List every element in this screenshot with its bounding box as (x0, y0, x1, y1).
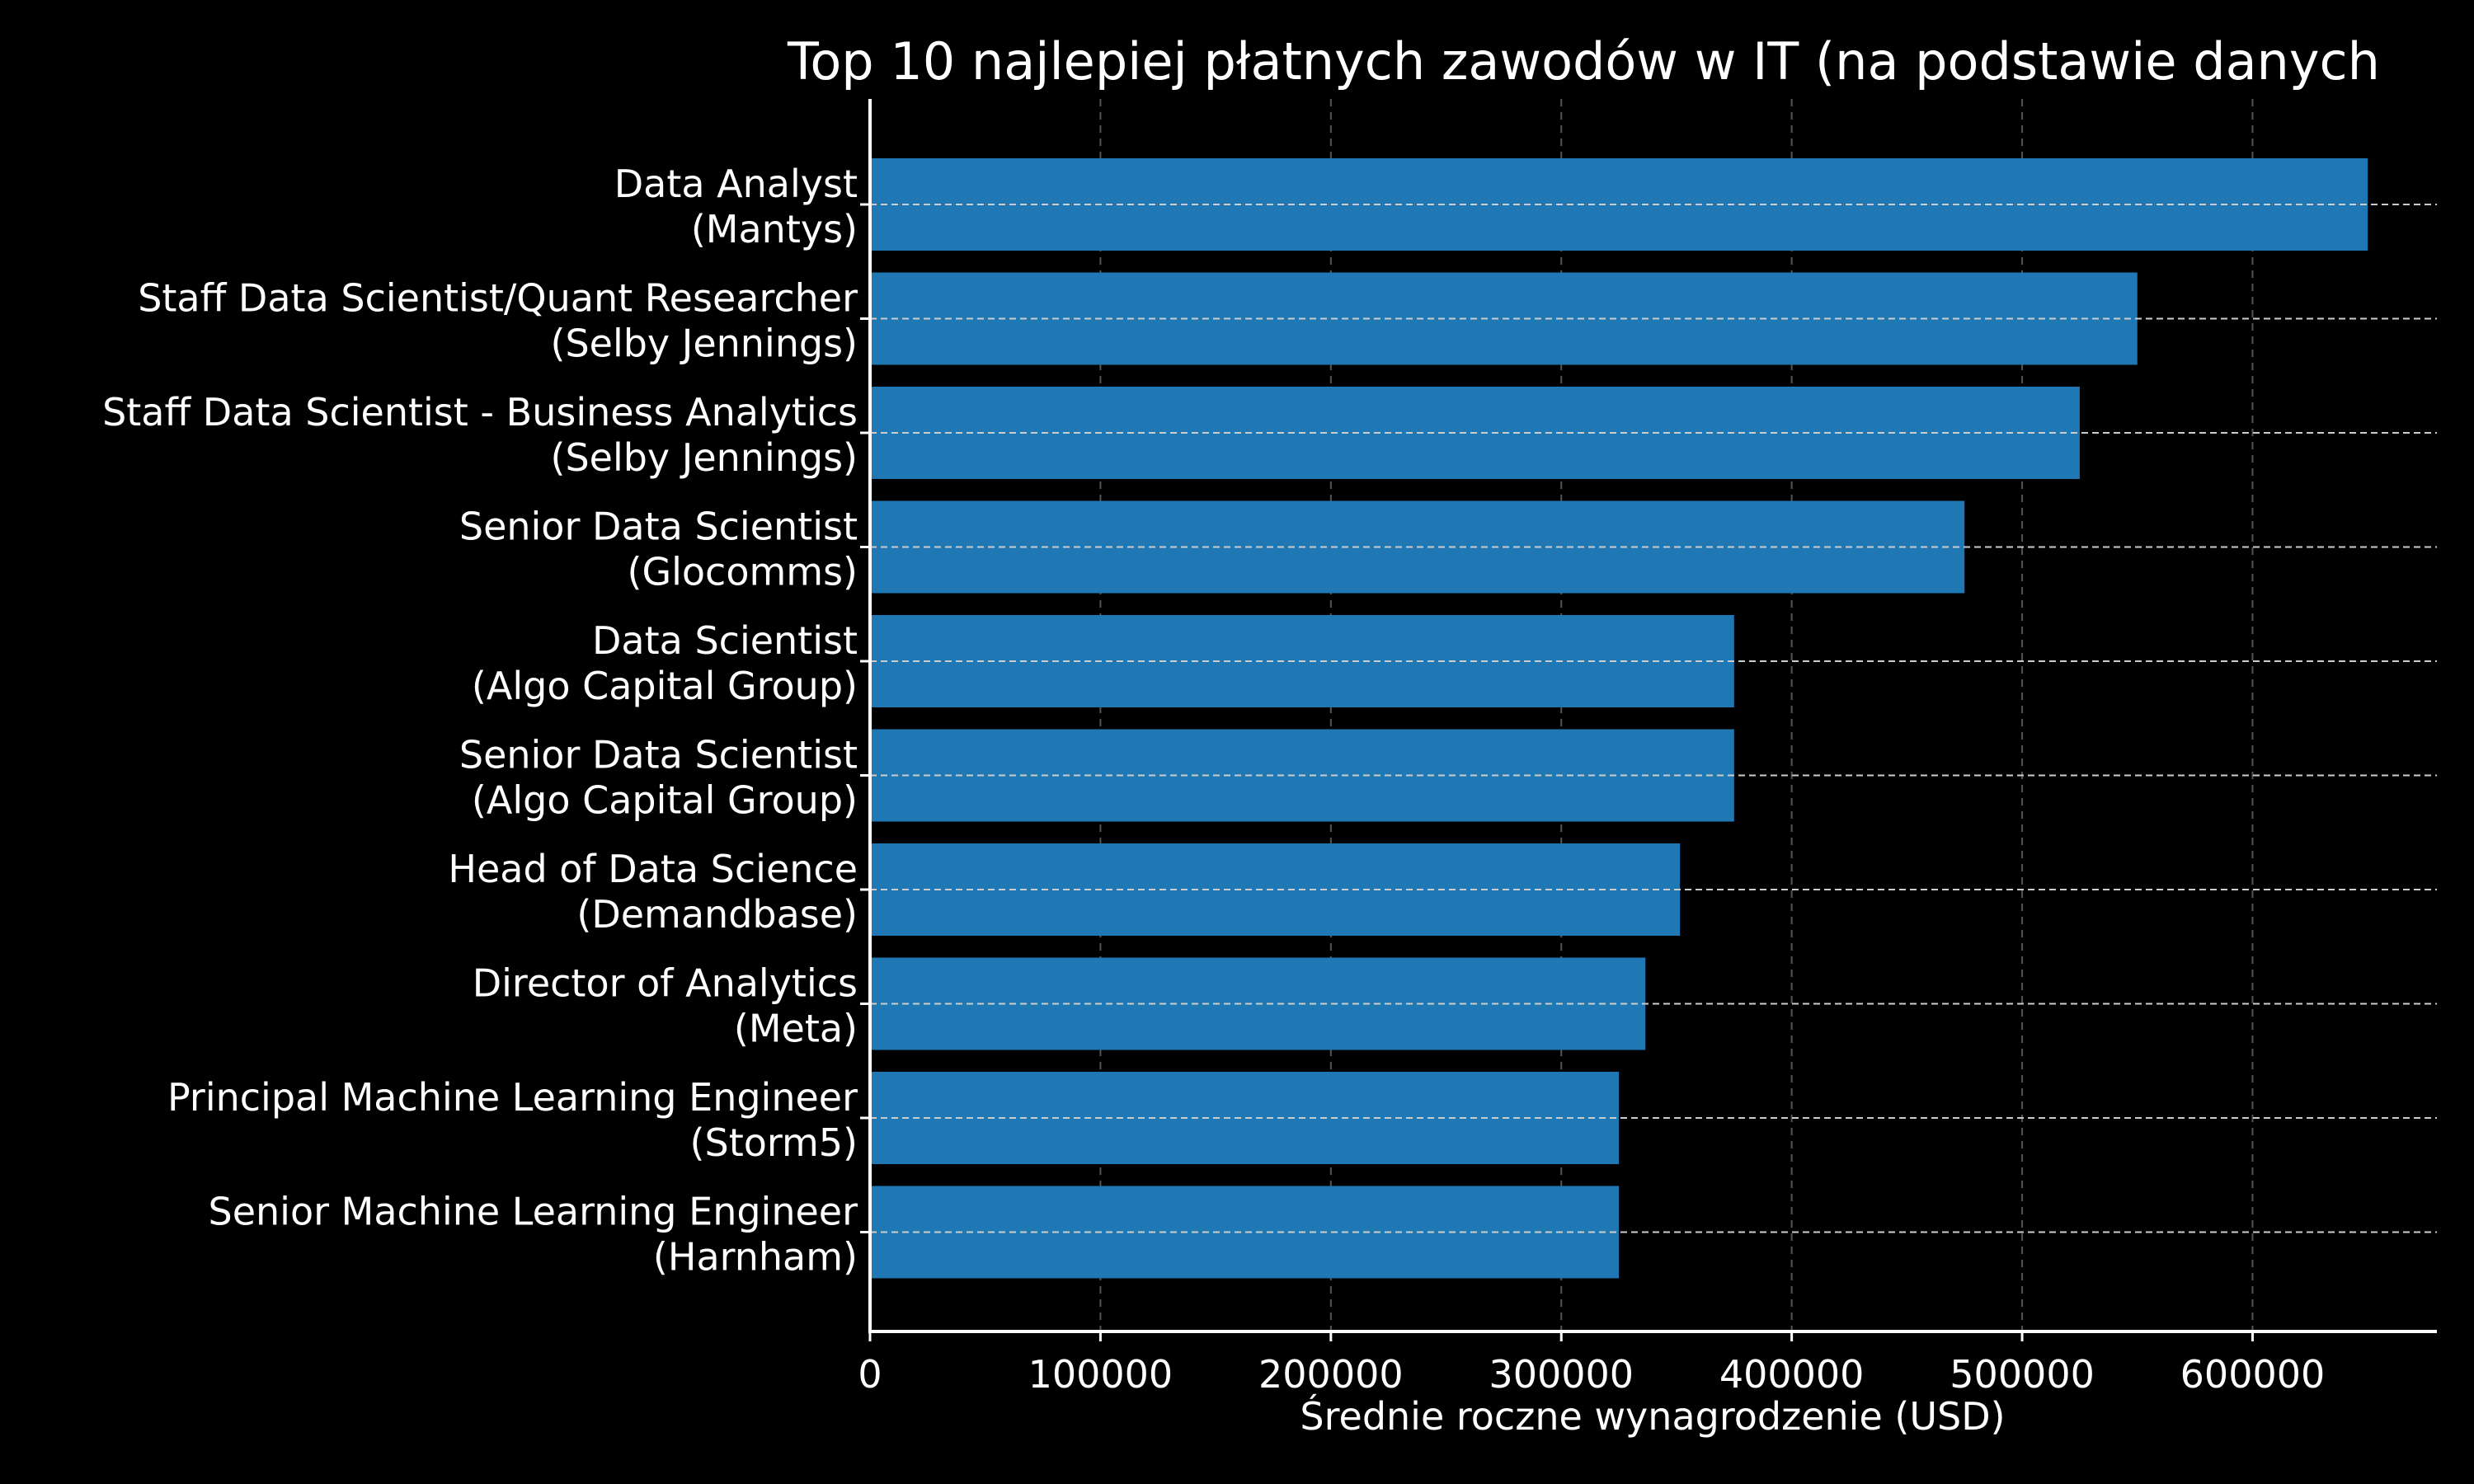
x-tick-label: 200000 (1258, 1352, 1404, 1397)
y-tick-label: Principal Machine Learning Engineer (Stor… (167, 1075, 858, 1165)
y-ticks-layer: Data Analyst (Mantys) Staff Data Scientist… (102, 162, 870, 1280)
bars-layer (870, 158, 2368, 1279)
axes-layer (868, 99, 2437, 1333)
y-tick-label: Data Analyst (Mantys) (614, 162, 858, 251)
y-tick-label: Staff Data Scientist - Business Analytic… (102, 390, 858, 480)
row-grid-layer (870, 204, 2437, 1233)
x-ticks-layer: 0 100000 200000 300000 400000 500000 600000 (858, 1331, 2325, 1397)
x-axis-label: Średnie roczne wynagrodzenie (USD) (1300, 1394, 2006, 1439)
y-tick-label: Head of Data Science (Demandbase) (448, 847, 858, 937)
x-tick-label: 0 (858, 1352, 882, 1397)
y-tick-label: Director of Analytics (Meta) (473, 961, 858, 1051)
x-tick-label: 500000 (1950, 1352, 2095, 1397)
y-tick-label: Senior Data Scientist (Glocomms) (459, 505, 858, 594)
y-tick-label: Staff Data Scientist/Quant Researcher (Se… (138, 276, 858, 366)
x-tick-label: 600000 (2180, 1352, 2326, 1397)
x-tick-label: 300000 (1489, 1352, 1634, 1397)
y-tick-label: Data Scientist (Algo Capital Group) (472, 618, 858, 708)
y-tick-label: Senior Data Scientist (Algo Capital Group… (459, 733, 858, 823)
bar (870, 158, 2368, 251)
x-tick-label: 100000 (1028, 1352, 1174, 1397)
y-tick-label: Senior Machine Learning Engineer (Harnham… (209, 1190, 858, 1280)
chart-title: Top 10 najlepiej płatnych zawodów w IT (… (788, 31, 2380, 92)
x-tick-label: 400000 (1719, 1352, 1865, 1397)
